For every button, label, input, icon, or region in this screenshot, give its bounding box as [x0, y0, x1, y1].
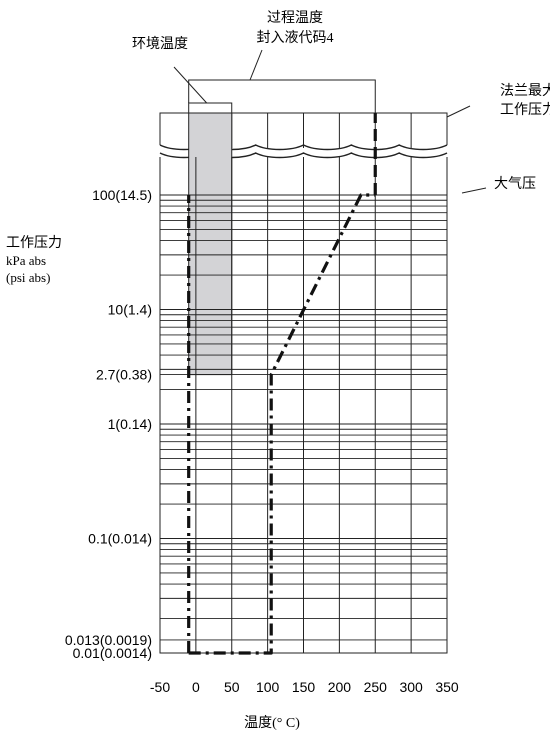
x-tick-label: -50 — [150, 679, 170, 695]
process-pointer-line — [249, 49, 263, 81]
plot-area — [159, 112, 448, 654]
x-tick-label: 50 — [224, 679, 240, 695]
series-layer — [187, 113, 377, 655]
y-tick-label: 1(0.14) — [108, 416, 152, 432]
x-tick-label: 300 — [399, 679, 423, 695]
y-tick-labels: 100(14.5) 10(1.4) 2.7(0.38) 1(0.14) 0.1(0.01… — [65, 187, 152, 661]
x-tick-labels: -50 0 50 100 150 200 250 300 350 — [150, 679, 459, 695]
plot-frame — [159, 157, 448, 654]
y-tick-label: 0.1(0.014) — [88, 531, 152, 547]
x-axis-label: 温度(° C) — [244, 715, 300, 731]
flange-label-line1: 法兰最大 — [500, 83, 550, 99]
flange-label-line2: 工作压力 — [500, 102, 550, 118]
ambient-temperature-label: 环境温度 — [132, 36, 188, 52]
x-tick-label: 350 — [435, 679, 459, 695]
y-tick-label: 100(14.5) — [92, 187, 152, 203]
ambient-pointer-line — [173, 66, 208, 104]
process-temperature-label: 过程温度 — [267, 10, 323, 26]
y-tick-label: 0.01(0.0014) — [73, 645, 152, 661]
y-tick-label: 2.7(0.38) — [96, 367, 152, 383]
flange-pointer-line — [446, 105, 471, 118]
ambient-temperature-region — [188, 112, 233, 376]
y-axis-label: 工作压力 — [6, 235, 62, 251]
annotation-lines — [173, 49, 487, 194]
y-axis-unit-kpa: kPa abs — [6, 253, 46, 268]
vertical-grid — [195, 157, 412, 653]
fill-fluid-code-label: 封入液代码4 — [257, 30, 334, 46]
y-axis-unit-psi: (psi abs) — [6, 270, 50, 285]
y-tick-label: 0.013(0.0019) — [65, 632, 152, 648]
x-tick-label: 250 — [364, 679, 388, 695]
process-temperature-bracket — [188, 79, 376, 113]
x-tick-label: 0 — [192, 679, 200, 695]
x-tick-label: 100 — [256, 679, 280, 695]
x-tick-label: 150 — [292, 679, 316, 695]
atmosphere-label: 大气压 — [494, 176, 536, 192]
atmosphere-pointer-line — [461, 187, 487, 194]
y-tick-label: 10(1.4) — [108, 302, 152, 318]
x-tick-label: 200 — [328, 679, 352, 695]
ambient-top-box — [188, 102, 233, 114]
series-line-2 — [188, 193, 376, 655]
